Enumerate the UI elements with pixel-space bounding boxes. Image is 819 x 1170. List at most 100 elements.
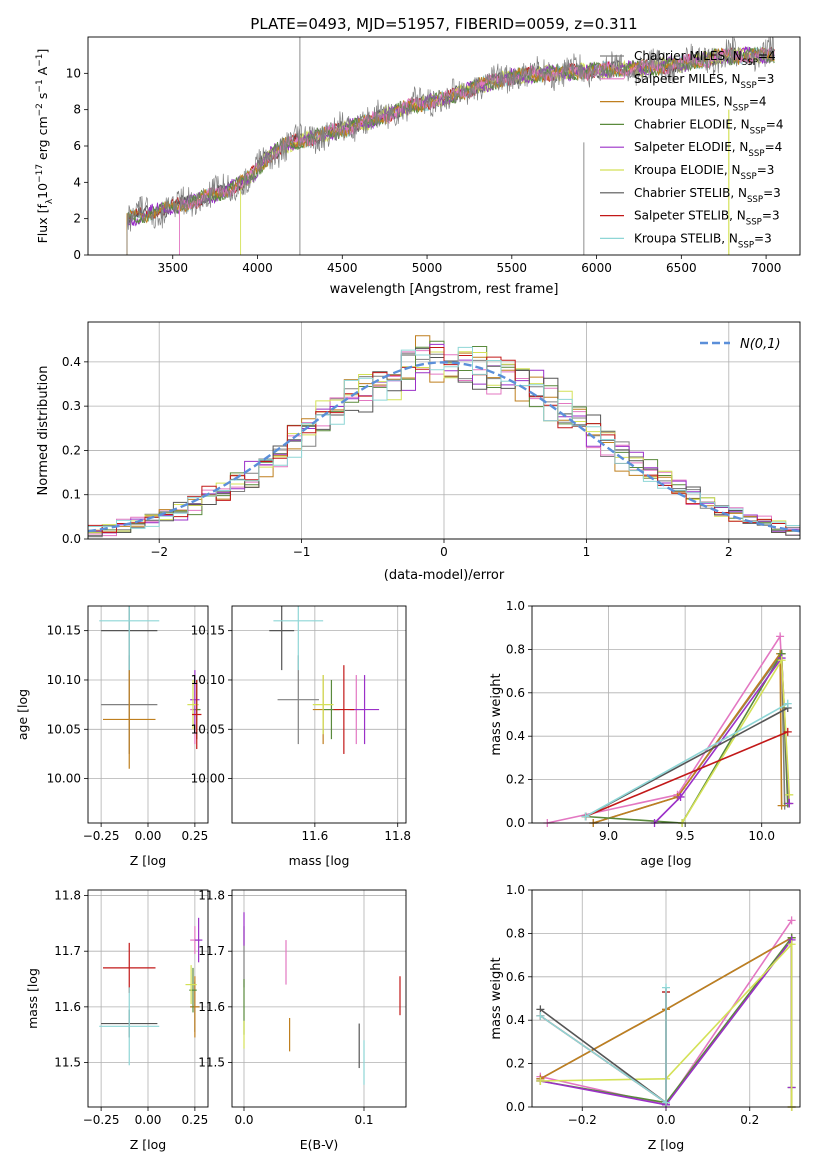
y-tick-label: 11.8 (198, 889, 225, 903)
x-tick-label: 0.0 (656, 1113, 675, 1127)
y-tick-label: 10.10 (47, 673, 81, 687)
legend-entry: Chabrier MILES, NSSP=4 (634, 49, 776, 68)
y-tick-label: 0.3 (62, 399, 81, 413)
x-axis-label: Z [log (648, 1137, 684, 1152)
x-tick-label: −2 (150, 545, 168, 559)
y-tick-label: 0.2 (506, 1057, 525, 1071)
x-tick-label: −0.25 (83, 829, 120, 843)
y-tick-label: 4 (73, 175, 81, 189)
weight-series (681, 657, 791, 824)
x-tick-label: 0.0 (234, 1113, 253, 1127)
panel-spectrum: 3500 4000 4500 5000 5500 6000 6500 7000 0 2 4 6 8 10 w… (35, 36, 801, 297)
legend-entry: Kroupa MILES, NSSP=4 (634, 95, 767, 114)
figure-title: PLATE=0493, MJD=51957, FIBERID=0059, z=0… (250, 15, 637, 33)
x-tick-label: 0.00 (135, 1113, 162, 1127)
legend-entry: Salpeter MILES, NSSP=3 (634, 72, 774, 91)
weight-marker (581, 812, 590, 821)
error-bars (99, 606, 202, 769)
x-tick-label: 4500 (327, 261, 358, 275)
y-tick-label: 11.6 (54, 1000, 81, 1014)
x-axis-label: E(B-V) (300, 1137, 339, 1152)
axes-frame (231, 605, 407, 824)
y-axis-label: age [log (15, 689, 30, 740)
x-axis-label: (data-model)/error (384, 568, 505, 583)
y-axis-label: Flux [fλ10−17 erg cm−2 s−1 A−1] (35, 49, 55, 244)
axes-frame (87, 889, 209, 1108)
x-tick-label: 0 (440, 545, 448, 559)
y-tick-label: 0.0 (506, 816, 525, 830)
y-axis-label: mass [log (25, 968, 40, 1029)
y-tick-label: 0.1 (62, 488, 81, 502)
y-tick-label: 0.0 (506, 1100, 525, 1114)
legend-entry: Salpeter ELODIE, NSSP=4 (634, 140, 782, 159)
y-tick-label: 0.8 (506, 642, 525, 656)
axes-frame (87, 36, 801, 256)
y-tick-label: 0.6 (506, 686, 525, 700)
spectrum-line (126, 37, 775, 255)
legend-entry: Chabrier ELODIE, NSSP=4 (634, 117, 783, 136)
weight-series (585, 702, 789, 818)
y-tick-label: 11.7 (198, 944, 225, 958)
x-tick-label: 11.8 (384, 829, 411, 843)
y-tick-label: 0.2 (62, 443, 81, 457)
panels: 3500 4000 4500 5000 5500 6000 6500 70000246810w… (15, 36, 801, 1152)
legend-entry: Kroupa STELIB, NSSP=3 (634, 231, 772, 250)
x-tick-label: −0.25 (83, 1113, 120, 1127)
y-tick-label: 11.8 (54, 889, 81, 903)
error-bars (99, 917, 203, 1066)
weight-marker (783, 727, 792, 736)
x-tick-label: 7000 (751, 261, 782, 275)
weight-marker (785, 799, 794, 808)
weight-series (585, 650, 789, 824)
y-tick-label: 10.00 (191, 772, 225, 786)
x-tick-label: 5000 (412, 261, 443, 275)
y-tick-label: 0 (73, 248, 81, 262)
histogram-series (88, 346, 800, 538)
weight-marker (777, 801, 786, 810)
weight-series (539, 992, 667, 1105)
axes-frame (531, 889, 801, 1108)
y-tick-label: 0.4 (506, 1013, 525, 1027)
weight-lines (536, 916, 796, 1111)
legend-entry: Salpeter STELIB, NSSP=3 (634, 209, 780, 228)
error-bars (269, 606, 380, 754)
x-tick-label: 5500 (497, 261, 528, 275)
weight-series (539, 987, 667, 1105)
weight-marker (783, 699, 792, 708)
legend-entry: N(0,1) (740, 337, 781, 352)
panel-Z_mass: −0.25 0.00 0.25 11.5 11.6 11.7 11.8 Z [log mass … (25, 889, 209, 1152)
x-tick-label: 0.2 (740, 1113, 759, 1127)
x-axis-label: Z [log (130, 1137, 166, 1152)
weight-marker (776, 632, 785, 641)
weight-marker (787, 940, 796, 949)
axes-frame (87, 605, 209, 824)
weight-marker (676, 792, 685, 801)
weight-marker (785, 790, 794, 799)
panel-age_weight: 9.0 9.5 10.0 0.0 0.2 0.4 0.6 0.8 1.0 mass weight a… (489, 599, 801, 868)
y-tick-label: 2 (73, 212, 81, 226)
y-tick-label: 0.4 (62, 355, 81, 369)
y-tick-label: 0.2 (506, 773, 525, 787)
y-axis-label: mass weight (489, 673, 504, 755)
y-tick-label: 0.6 (506, 970, 525, 984)
x-tick-label: 11.6 (301, 829, 328, 843)
weight-series (540, 942, 793, 1107)
weight-lines (543, 632, 794, 827)
y-tick-label: 1.0 (506, 883, 525, 897)
y-tick-label: 1.0 (506, 599, 525, 613)
x-tick-label: 0.00 (135, 829, 162, 843)
axes-frame (531, 605, 801, 824)
panel-Z_weight: −0.2 0.0 0.2 0.0 0.2 0.4 0.6 0.8 1.0 mass weight Z… (489, 883, 801, 1152)
weight-series (539, 992, 667, 1105)
y-tick-label: 0.4 (506, 729, 525, 743)
weight-series (593, 651, 783, 824)
x-tick-label: −1 (293, 545, 311, 559)
x-tick-label: 6500 (666, 261, 697, 275)
y-tick-label: 11.5 (54, 1055, 81, 1069)
x-tick-label: 2 (725, 545, 733, 559)
axes-frame (231, 889, 407, 1108)
y-tick-label: 10 (66, 66, 81, 80)
normal-curve (88, 361, 800, 533)
weight-marker (536, 1076, 545, 1085)
x-axis-label: Z [log (130, 853, 166, 868)
